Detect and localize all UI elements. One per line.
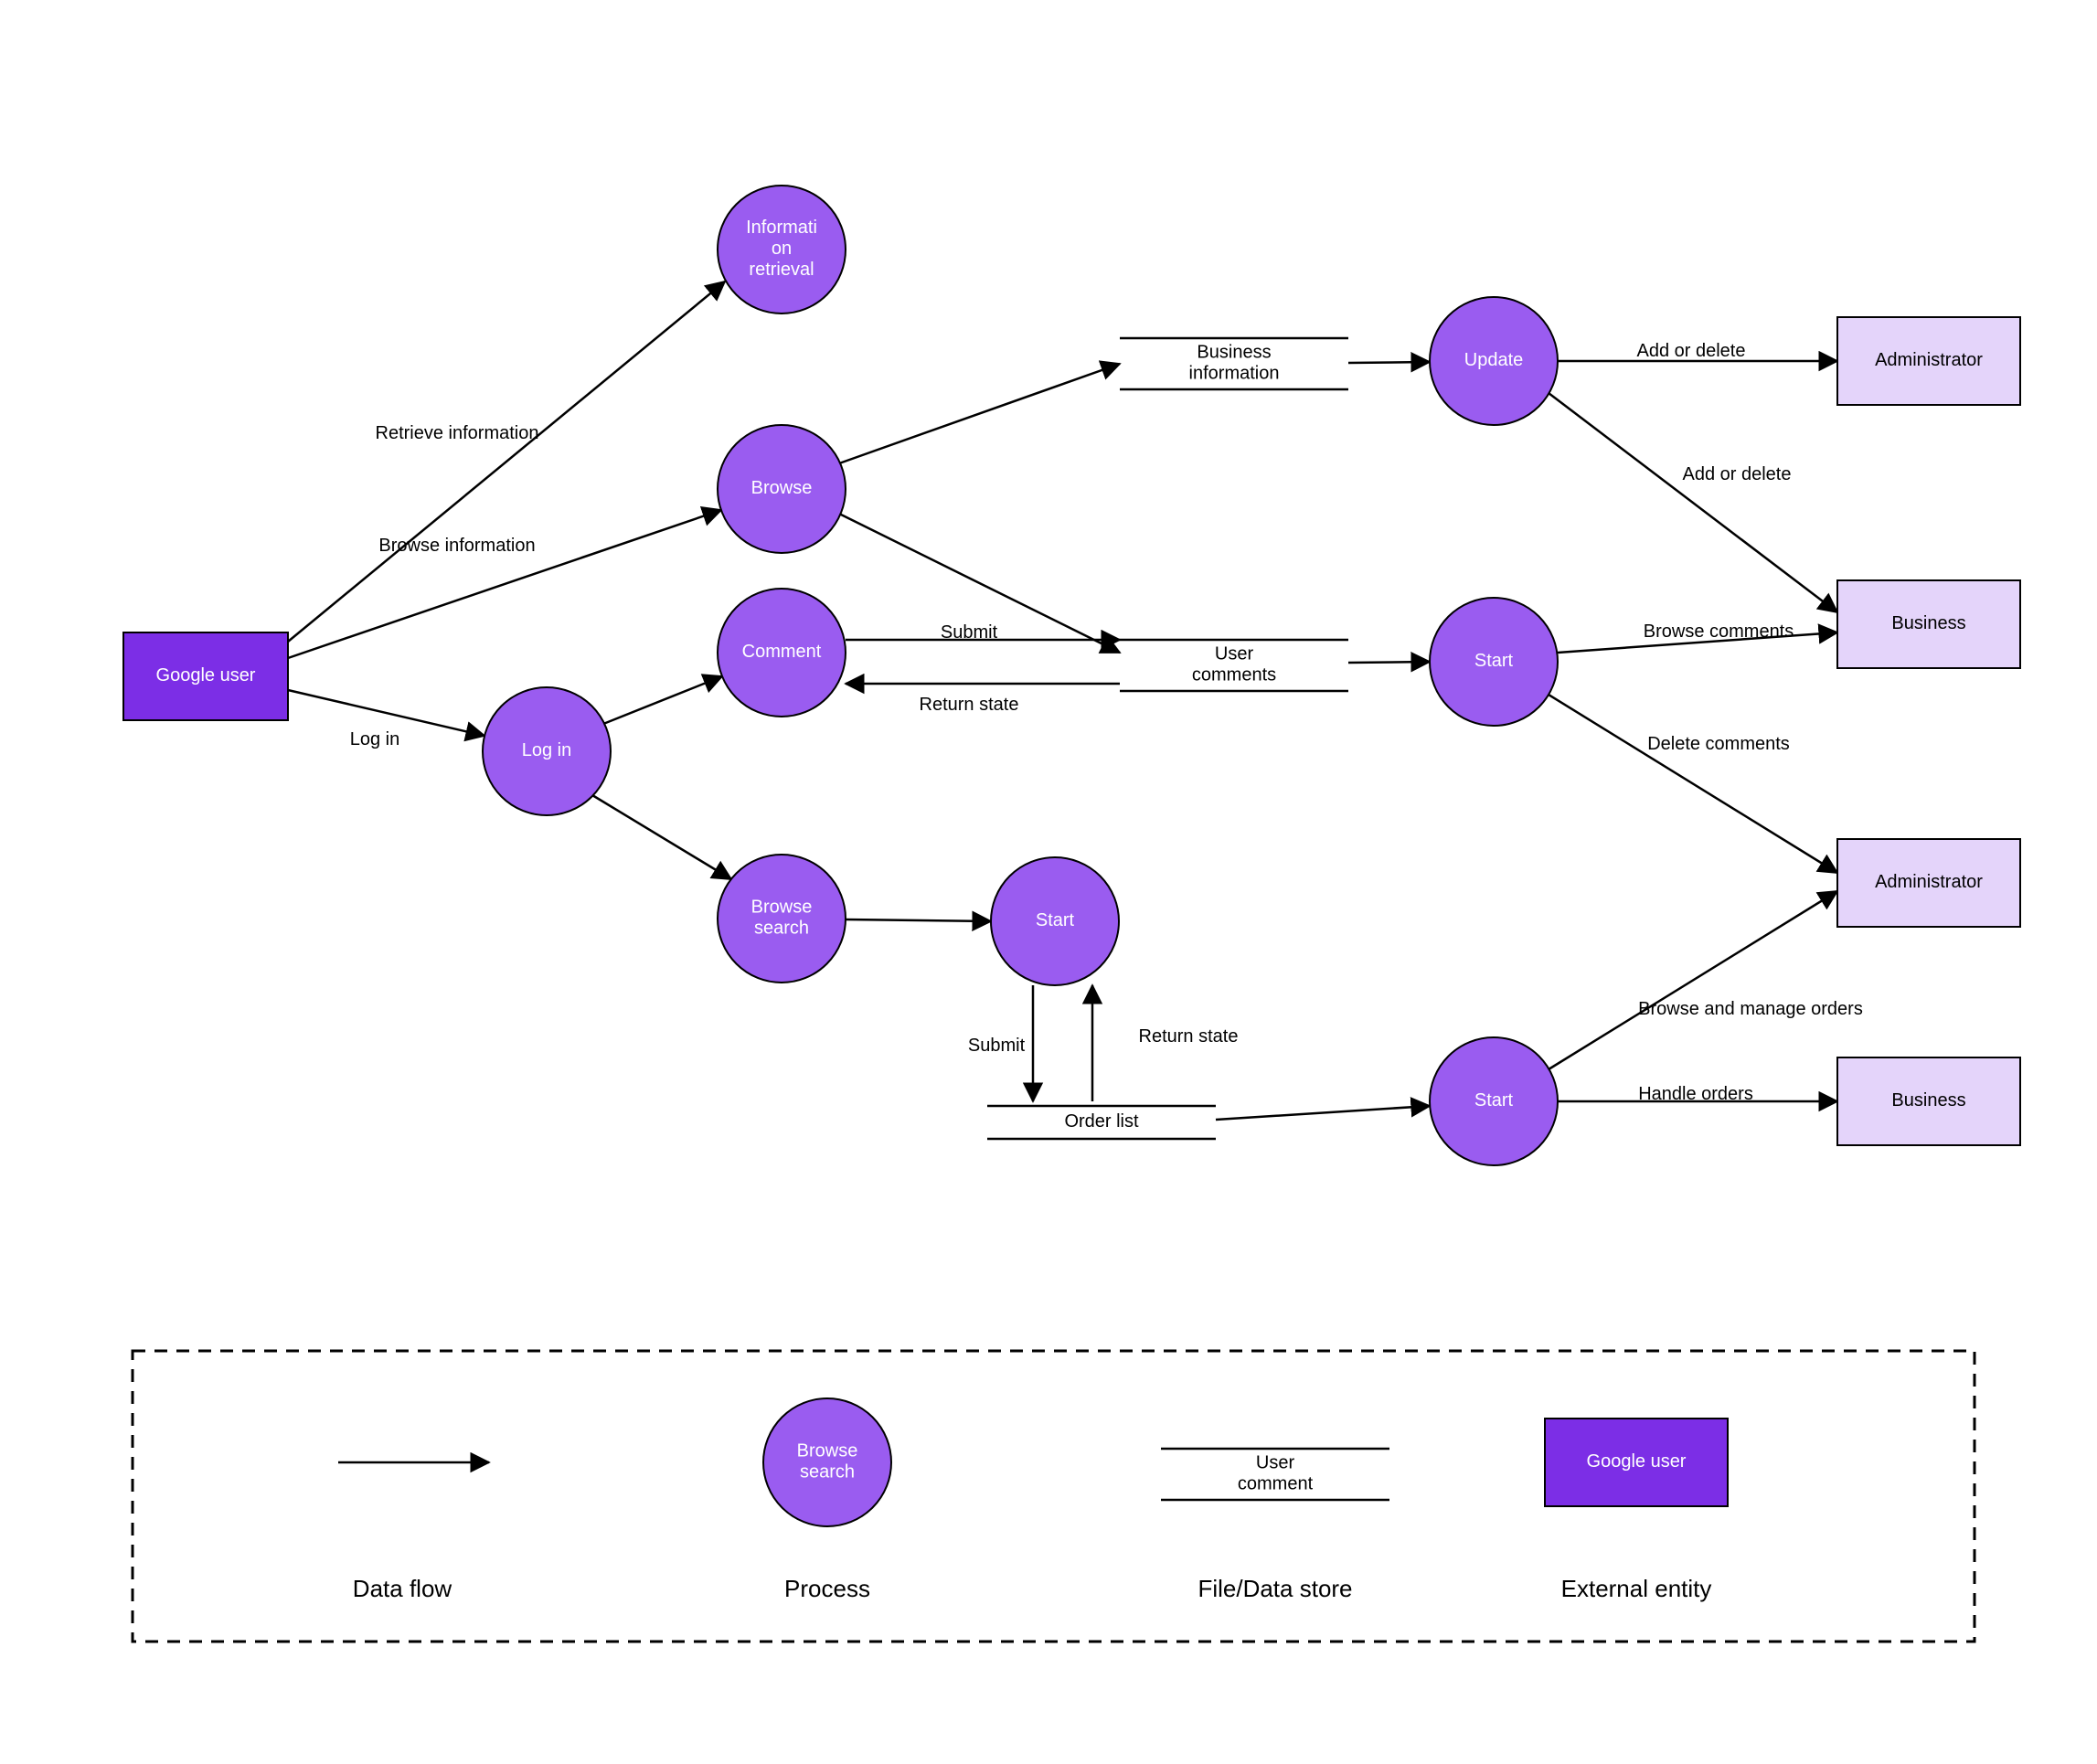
edge-browse-store_biz_info — [839, 364, 1120, 463]
svg-text:Process: Process — [784, 1575, 870, 1602]
svg-text:Retrieve information: Retrieve information — [376, 423, 539, 443]
svg-text:File/Data store: File/Data store — [1198, 1575, 1352, 1602]
edge-login-browse_search — [592, 795, 731, 879]
svg-text:Start: Start — [1474, 1090, 1514, 1110]
svg-text:Google user: Google user — [156, 665, 256, 685]
svg-text:Return state: Return state — [920, 695, 1019, 715]
svg-text:Order list: Order list — [1064, 1111, 1139, 1132]
svg-text:Browse information: Browse information — [378, 536, 535, 556]
svg-text:Submit: Submit — [968, 1036, 1026, 1056]
svg-text:External entity: External entity — [1561, 1575, 1712, 1602]
svg-text:Browse comments: Browse comments — [1644, 622, 1794, 642]
svg-text:Business: Business — [1891, 613, 1965, 633]
svg-text:Browsesearch: Browsesearch — [797, 1441, 858, 1482]
svg-text:Businessinformation: Businessinformation — [1189, 343, 1280, 384]
svg-text:Add or delete: Add or delete — [1683, 464, 1792, 484]
svg-text:Administrator: Administrator — [1875, 872, 1983, 892]
edge-start3-admin2 — [1549, 891, 1837, 1069]
svg-text:Submit: Submit — [941, 622, 998, 643]
svg-text:Start: Start — [1036, 910, 1075, 930]
edge-browse_search-start1 — [846, 919, 991, 921]
edge-login-comment — [603, 676, 722, 724]
svg-text:Handle orders: Handle orders — [1638, 1084, 1753, 1104]
svg-text:Business: Business — [1891, 1090, 1965, 1110]
svg-text:Return state: Return state — [1139, 1026, 1239, 1047]
svg-text:Browse: Browse — [751, 478, 813, 498]
svg-text:Log in: Log in — [350, 729, 400, 749]
edge-update-business1 — [1549, 393, 1837, 612]
svg-text:Delete comments: Delete comments — [1647, 734, 1790, 754]
svg-text:Comment: Comment — [742, 642, 822, 662]
svg-text:Usercomment: Usercomment — [1238, 1453, 1314, 1494]
svg-text:Google user: Google user — [1587, 1451, 1687, 1472]
svg-text:Usercomments: Usercomments — [1192, 644, 1276, 685]
svg-text:Start: Start — [1474, 651, 1514, 671]
edge-start2-admin2 — [1549, 695, 1837, 873]
edge-store_user_comments-start2 — [1348, 662, 1430, 663]
edge-google_user-browse — [288, 510, 721, 658]
svg-text:Browsesearch: Browsesearch — [751, 898, 813, 939]
svg-text:Log in: Log in — [522, 740, 572, 760]
svg-text:Add or delete: Add or delete — [1637, 341, 1746, 361]
dfd-diagram: Retrieve information Browse information Lo… — [0, 0, 2097, 1764]
edge-google_user-info_retrieval — [288, 282, 725, 642]
svg-text:Browse and manage orders: Browse and manage orders — [1638, 999, 1863, 1019]
edge-store_order_list-start3 — [1216, 1106, 1430, 1120]
svg-text:Update: Update — [1464, 350, 1524, 370]
edge-store_biz_info-update — [1348, 362, 1430, 363]
svg-text:Administrator: Administrator — [1875, 350, 1983, 370]
svg-text:Data flow: Data flow — [353, 1575, 452, 1602]
